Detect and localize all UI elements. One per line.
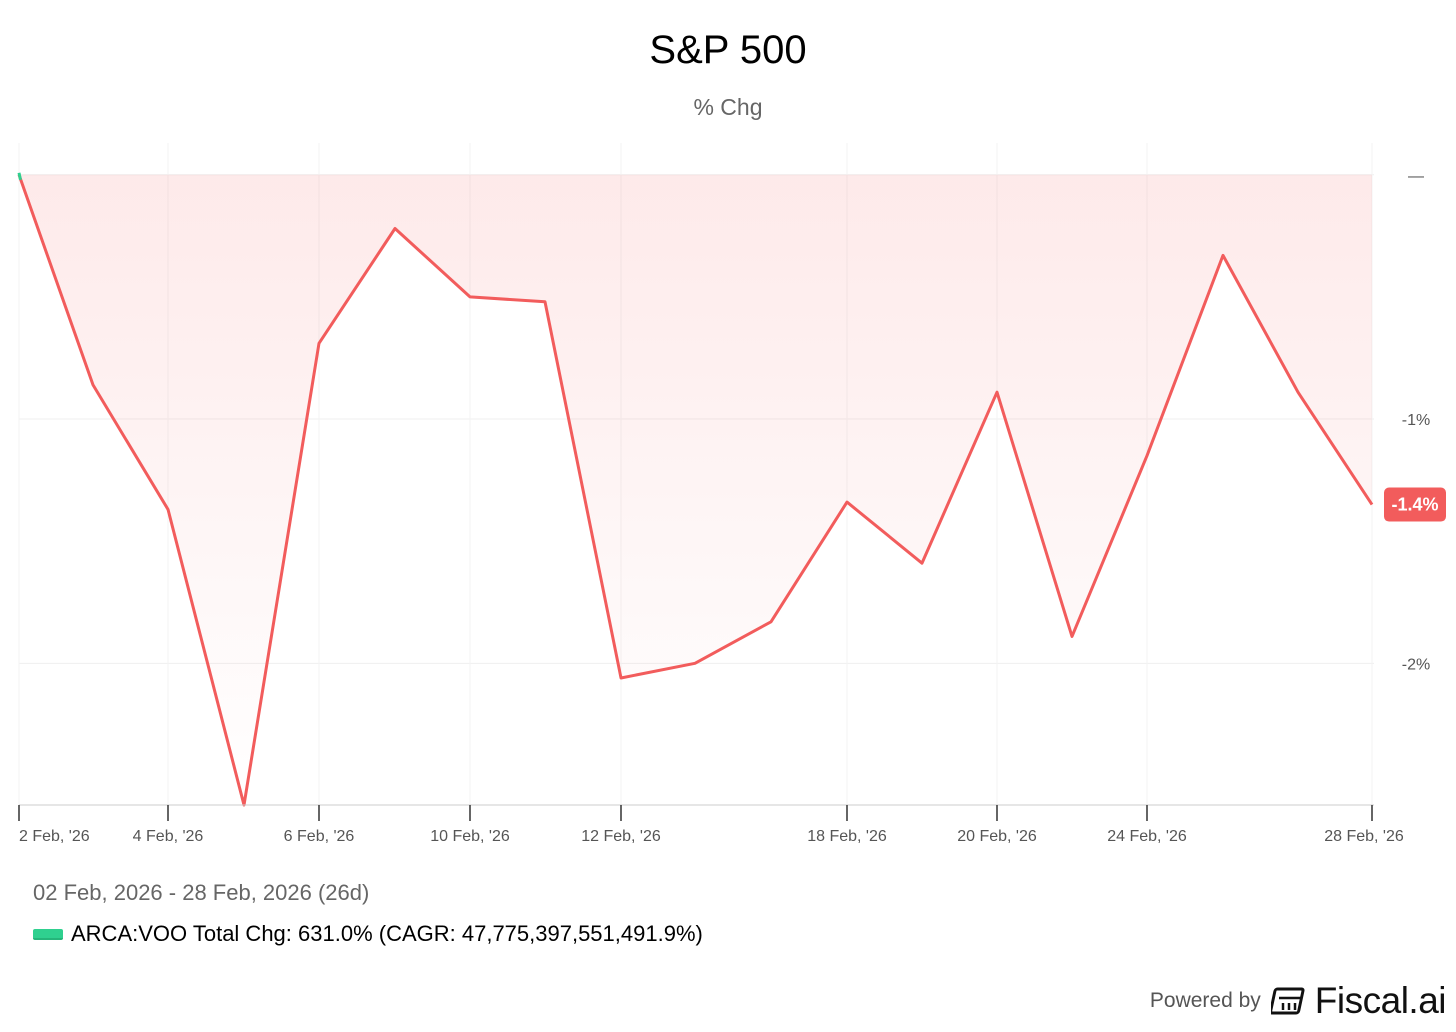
last-value-badge: -1.4% xyxy=(1384,487,1446,522)
powered-by: Powered by Fiscal.ai xyxy=(1149,980,1447,1022)
x-tick-label-0: 2 Feb, '26 xyxy=(19,828,90,845)
date-range: 02 Feb, 2026 - 28 Feb, 2026 (26d) xyxy=(33,880,370,905)
x-tick-label-7: 24 Feb, '26 xyxy=(1107,828,1187,845)
y-axis-ticks: — -1% -2% xyxy=(1402,168,1430,674)
legend-swatch xyxy=(33,928,63,940)
sp500-chart: 2 Feb, '26 4 Feb, '26 6 Feb, '26 10 Feb, '2… xyxy=(17,143,1446,845)
x-tick-label-2: 6 Feb, '26 xyxy=(284,828,355,845)
chart-subtitle: % Chg xyxy=(693,94,763,120)
x-axis-ticks: 2 Feb, '26 4 Feb, '26 6 Feb, '26 10 Feb, '2… xyxy=(18,805,1404,845)
legend-text: ARCA:VOO Total Chg: 631.0% (CAGR: 47,775… xyxy=(71,921,703,946)
series-area xyxy=(19,174,1372,805)
y-tick-label-2: -2% xyxy=(1402,656,1430,673)
x-tick-label-6: 20 Feb, '26 xyxy=(957,828,1037,845)
x-tick-label-5: 18 Feb, '26 xyxy=(807,828,887,845)
chart-title: S&P 500 xyxy=(649,28,807,72)
start-marker xyxy=(17,172,22,181)
x-tick-label-8: 28 Feb, '26 xyxy=(1324,828,1404,845)
powered-by-label: Powered by xyxy=(1149,989,1261,1012)
last-value-label: -1.4% xyxy=(1391,495,1438,515)
y-tick-label-0: — xyxy=(1408,168,1424,185)
y-tick-label-1: -1% xyxy=(1402,412,1430,429)
legend: ARCA:VOO Total Chg: 631.0% (CAGR: 47,775… xyxy=(33,921,703,947)
brand-name: Fiscal.ai xyxy=(1314,980,1447,1021)
x-tick-label-3: 10 Feb, '26 xyxy=(430,828,510,845)
x-tick-label-4: 12 Feb, '26 xyxy=(581,828,661,845)
fiscal-logo-icon xyxy=(1270,987,1305,1015)
x-tick-label-1: 4 Feb, '26 xyxy=(133,828,204,845)
